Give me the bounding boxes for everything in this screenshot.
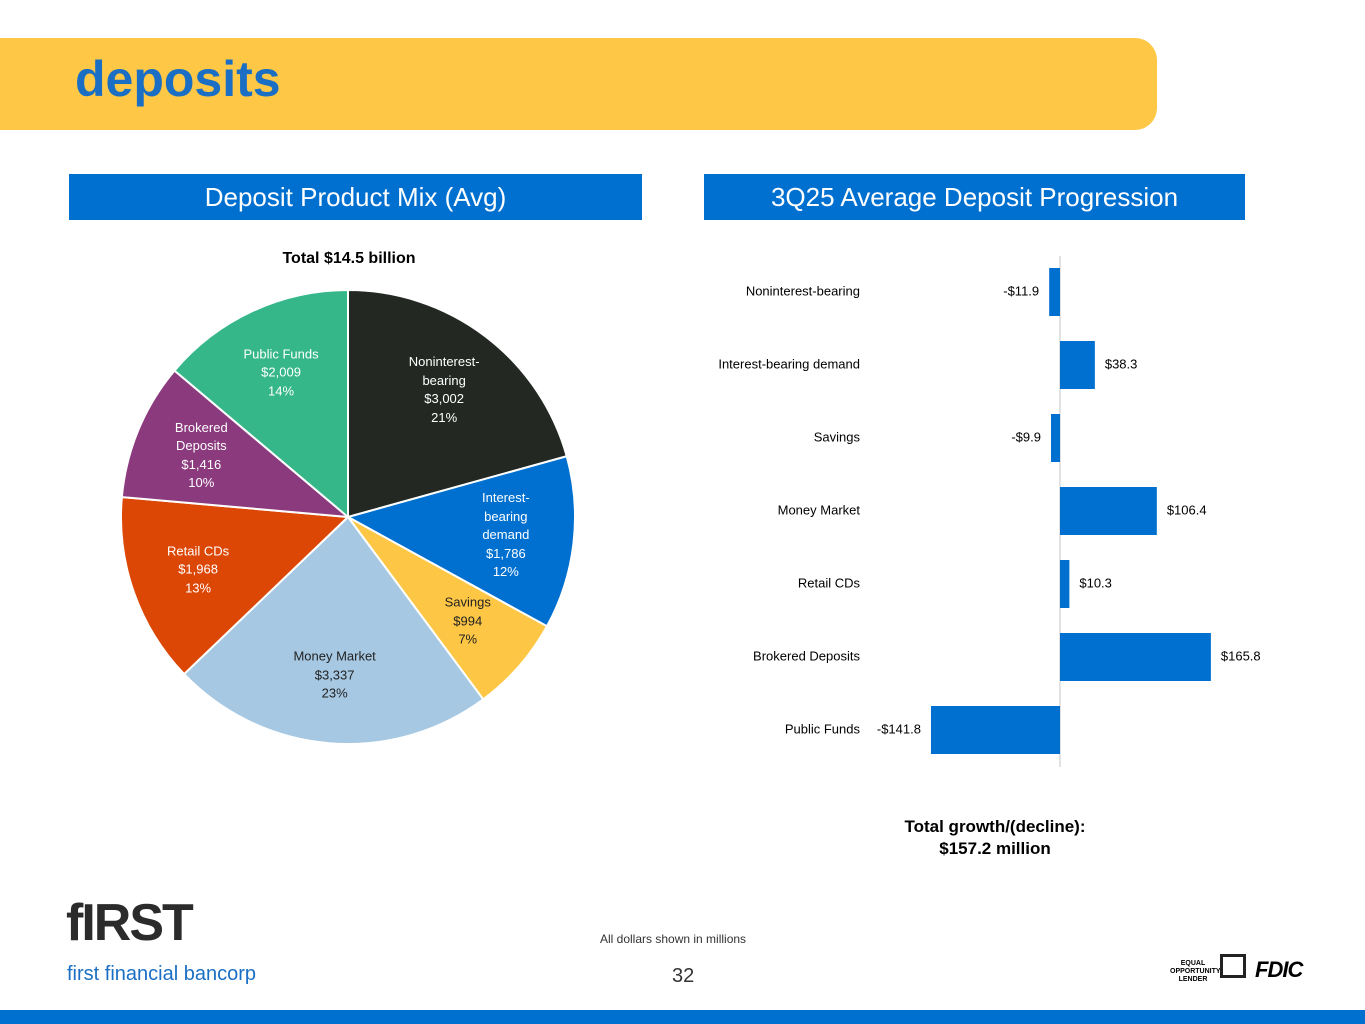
slice-label: Noninterest-bearing $3,002 21% bbox=[389, 353, 499, 427]
pie-slice bbox=[182, 515, 485, 745]
bar bbox=[1060, 560, 1070, 608]
value-label: -$11.9 bbox=[1003, 283, 1039, 298]
total-label: Total growth/(decline): bbox=[904, 817, 1086, 836]
slice-label: Brokered Deposits $1,416 10% bbox=[146, 419, 256, 493]
slice-value: $1,968 bbox=[178, 561, 218, 577]
page-title: deposits bbox=[75, 51, 281, 107]
equal-lender-badge: EQUAL OPPORTUNITY LENDER bbox=[1170, 960, 1221, 983]
panel-title: 3Q25 Average Deposit Progression bbox=[704, 174, 1245, 220]
slice-share: 14% bbox=[268, 383, 295, 399]
footnote: All dollars shown in millions bbox=[600, 932, 747, 946]
slice-category: Retail CDs bbox=[167, 542, 230, 558]
slice-label: Savings $994 7% bbox=[413, 594, 523, 650]
slice-value: $3,002 bbox=[424, 391, 465, 407]
total-value: $157.2 million bbox=[939, 839, 1051, 858]
value-label: -$9.9 bbox=[1011, 429, 1041, 444]
slice-share: 23% bbox=[321, 685, 348, 701]
slice-label: Money Market $3,337 23% bbox=[280, 648, 390, 704]
slice-value: $994 bbox=[453, 613, 483, 629]
slice-share: 10% bbox=[188, 475, 215, 491]
y-tick-label: Money Market bbox=[778, 502, 861, 517]
pie-slice bbox=[120, 495, 351, 676]
bar bbox=[1060, 487, 1157, 535]
bar bbox=[930, 706, 1060, 754]
pie-slice bbox=[120, 369, 352, 519]
y-tick-label: Noninterest-bearing bbox=[746, 283, 860, 298]
header-band bbox=[0, 38, 1157, 130]
slice-value: $2,009 bbox=[261, 364, 301, 380]
slice-label: Interest-bearing demand $1,786 12% bbox=[451, 489, 561, 582]
bar bbox=[1050, 414, 1060, 462]
slice-category: Savings bbox=[444, 594, 491, 610]
y-tick-label: Brokered Deposits bbox=[753, 648, 860, 663]
slice-share: 21% bbox=[431, 409, 458, 425]
value-label: -$141.8 bbox=[877, 721, 921, 736]
bar bbox=[1060, 341, 1095, 389]
bar bbox=[1060, 633, 1211, 681]
slice-share: 13% bbox=[185, 579, 212, 595]
slice-value: $1,416 bbox=[181, 456, 222, 472]
page-number: 32 bbox=[672, 965, 695, 987]
slice-label: Retail CDs $1,968 13% bbox=[143, 542, 253, 598]
fdic-logo: FDIC bbox=[1255, 957, 1303, 982]
y-tick-label: Interest-bearing demand bbox=[718, 356, 860, 371]
pie-subtitle: Total $14.5 billion bbox=[282, 250, 415, 267]
pie-slice bbox=[347, 288, 568, 519]
house-icon bbox=[1220, 954, 1246, 978]
pie-slice bbox=[173, 288, 349, 520]
slice-category: Public Funds bbox=[243, 346, 319, 362]
footer-band bbox=[0, 1010, 1365, 1024]
pie-slice bbox=[345, 454, 576, 628]
panel-title: Deposit Product Mix (Avg) bbox=[69, 174, 642, 220]
slice-value: $1,786 bbox=[485, 545, 526, 561]
y-tick-label: Savings bbox=[814, 429, 861, 444]
y-tick-label: Retail CDs bbox=[798, 575, 861, 590]
slice-value: $3,337 bbox=[314, 667, 355, 683]
slice-share: 12% bbox=[492, 564, 519, 580]
bar bbox=[1049, 268, 1060, 316]
value-label: $10.3 bbox=[1079, 575, 1112, 590]
slice-category: Brokered Deposits bbox=[174, 419, 228, 454]
slice-category: Money Market bbox=[293, 648, 376, 664]
slice-label: Public Funds $2,009 14% bbox=[226, 345, 336, 401]
slice-category: Interest-bearing demand bbox=[481, 490, 530, 543]
logo: fIRST bbox=[66, 894, 194, 952]
value-label: $106.4 bbox=[1167, 502, 1207, 517]
value-label: $38.3 bbox=[1105, 356, 1138, 371]
company-name: first financial bancorp bbox=[67, 963, 256, 985]
y-tick-label: Public Funds bbox=[785, 721, 861, 736]
value-label: $165.8 bbox=[1221, 648, 1261, 663]
slice-share: 7% bbox=[458, 631, 478, 647]
slice-category: Noninterest-bearing bbox=[408, 354, 480, 388]
total-box: Total growth/(decline): $157.2 million bbox=[880, 816, 1110, 860]
